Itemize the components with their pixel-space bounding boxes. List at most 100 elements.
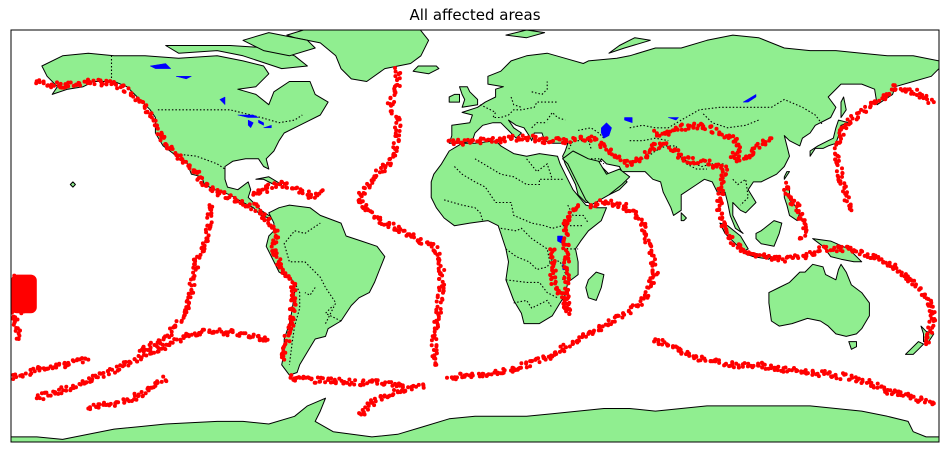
event-point <box>723 223 728 228</box>
event-point <box>785 369 790 374</box>
event-point <box>553 275 558 280</box>
event-point <box>377 170 382 175</box>
event-point <box>160 342 165 347</box>
event-point <box>386 225 391 230</box>
event-point <box>622 312 627 317</box>
event-point <box>308 195 313 200</box>
event-point <box>92 82 97 87</box>
event-point <box>210 189 215 194</box>
event-point <box>397 230 401 235</box>
event-point <box>727 236 732 241</box>
event-point <box>570 339 575 344</box>
event-point <box>114 400 119 405</box>
event-point <box>274 240 279 245</box>
event-point <box>841 132 846 137</box>
event-point <box>833 373 838 378</box>
event-point <box>842 372 847 377</box>
event-point <box>20 373 25 378</box>
event-point <box>871 384 876 388</box>
event-point <box>393 66 397 70</box>
event-point <box>209 211 214 216</box>
event-point <box>915 87 920 92</box>
event-point <box>723 172 728 177</box>
event-point <box>375 381 380 386</box>
event-point <box>29 371 34 376</box>
event-point <box>665 343 670 348</box>
event-point <box>742 250 747 255</box>
event-point <box>320 376 325 381</box>
event-point <box>844 126 849 131</box>
event-point <box>627 209 632 214</box>
event-point <box>396 138 401 143</box>
event-point <box>278 257 283 262</box>
event-point <box>230 330 235 335</box>
event-point <box>120 84 125 89</box>
lake <box>668 117 680 121</box>
event-point <box>286 333 291 338</box>
event-point <box>698 358 703 363</box>
event-point <box>282 357 287 362</box>
event-point <box>576 203 581 208</box>
event-point <box>200 176 205 180</box>
event-point <box>625 163 630 168</box>
event-point <box>378 217 383 222</box>
event-point <box>562 265 567 270</box>
event-point <box>170 147 175 151</box>
event-point <box>781 366 786 371</box>
event-point <box>889 87 894 92</box>
event-point <box>612 319 617 324</box>
country-border <box>157 109 303 124</box>
event-point <box>382 393 387 398</box>
event-point <box>98 371 103 376</box>
event-point <box>284 185 289 190</box>
event-point <box>564 271 569 276</box>
event-point <box>717 358 721 363</box>
event-point <box>790 256 795 260</box>
event-point <box>398 124 403 129</box>
event-point <box>577 335 582 340</box>
event-point <box>225 196 230 201</box>
event-point <box>723 362 727 367</box>
event-point <box>391 221 396 226</box>
event-point <box>64 384 69 389</box>
event-point <box>875 385 880 390</box>
event-point <box>196 176 201 181</box>
event-point <box>717 208 722 212</box>
lake-layer <box>149 63 757 270</box>
event-point <box>186 291 191 296</box>
event-point <box>369 178 374 183</box>
event-point <box>401 228 406 233</box>
event-point <box>594 137 599 142</box>
event-point <box>652 147 657 152</box>
landmass-sri-lanka <box>680 212 687 222</box>
event-point <box>244 203 249 208</box>
event-point <box>393 69 398 74</box>
event-point <box>362 191 367 196</box>
event-point <box>849 208 854 213</box>
event-point <box>277 182 282 187</box>
event-point <box>273 234 278 239</box>
event-point <box>757 145 762 150</box>
event-point <box>686 155 691 160</box>
event-point <box>361 185 366 190</box>
event-point <box>291 292 295 296</box>
event-point <box>295 185 299 190</box>
event-point <box>392 388 396 392</box>
event-point <box>763 366 768 371</box>
event-point <box>333 379 338 384</box>
event-point <box>255 204 260 209</box>
event-point <box>643 240 648 245</box>
event-point <box>94 375 99 380</box>
event-point <box>567 300 572 305</box>
event-point <box>589 203 593 208</box>
event-point <box>17 333 22 338</box>
event-point <box>816 249 821 254</box>
event-point <box>57 361 62 366</box>
event-point <box>288 375 293 380</box>
event-point <box>688 161 693 166</box>
event-point <box>834 376 839 381</box>
event-point <box>639 156 643 161</box>
event-point <box>832 245 837 250</box>
event-point <box>273 229 277 234</box>
event-point <box>370 378 375 383</box>
